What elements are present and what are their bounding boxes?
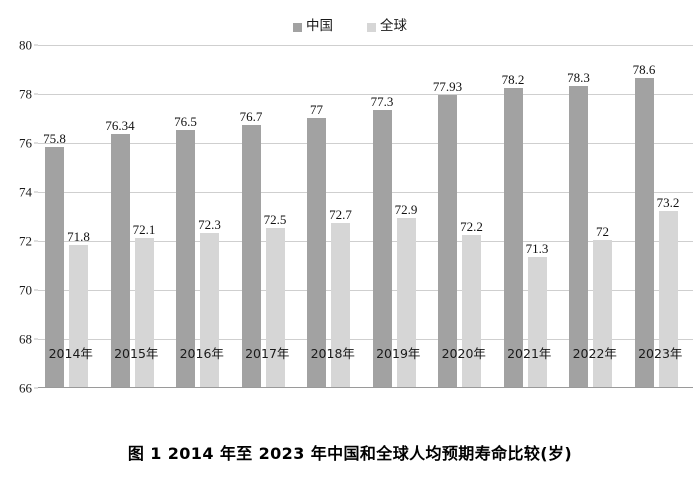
gridline	[38, 241, 693, 242]
bar-value-label: 71.8	[67, 228, 90, 244]
x-axis-line	[38, 387, 693, 388]
legend-label: 中国	[306, 18, 333, 35]
bar-china[interactable]: 78.6	[633, 63, 655, 387]
bar-value-label: 78.2	[501, 72, 525, 88]
y-axis-tick-label: 72	[19, 233, 32, 249]
bar-group: 75.8 71.8	[38, 44, 104, 387]
bar-value-label: 76.5	[174, 113, 197, 129]
x-axis-tick-label: 2021年	[507, 346, 552, 361]
y-axis-tick-mark	[34, 44, 38, 46]
bar-group: 77 72.7	[300, 44, 366, 387]
bar-group: 77.93 72.2	[431, 44, 497, 387]
y-axis-tick-mark	[34, 142, 38, 144]
bar-value-label: 76.34	[105, 117, 135, 133]
bar-global[interactable]: 72.5	[264, 213, 286, 387]
bar-global[interactable]: 72	[593, 225, 612, 387]
bar-value-label: 72.7	[329, 206, 352, 222]
bar-global[interactable]: 72.7	[329, 208, 352, 387]
gridline	[38, 94, 693, 95]
bar-value-label: 72	[596, 224, 609, 239]
chart-legend: 中国 全球	[0, 16, 700, 38]
bar-value-label: 72.9	[394, 201, 418, 217]
bar-china[interactable]: 78.3	[567, 71, 590, 387]
bar-group: 77.3 72.9	[366, 44, 432, 387]
bar-group: 78.6 73.2	[628, 44, 694, 387]
bar-global[interactable]: 71.8	[67, 230, 90, 387]
bar-global[interactable]: 72.2	[460, 220, 483, 387]
x-axis: 2014年 2015年 2016年 2017年 2018年 2019年 2020年 2021年…	[38, 346, 693, 372]
bar-group: 76.5 72.3	[169, 44, 235, 387]
x-axis-tick-label: 2019年	[376, 346, 421, 361]
y-axis-tick-mark	[34, 240, 38, 242]
x-axis-tick-label: 2022年	[572, 346, 617, 361]
y-axis: 66 68 70 72 74 76 78 80	[0, 39, 38, 395]
bar-value-label: 75.8	[43, 130, 66, 146]
bar-value-label: 73.2	[656, 194, 680, 210]
bar-value-label: 78.3	[567, 69, 590, 85]
figure-caption: 图 1 2014 年至 2023 年中国和全球人均预期寿命比较(岁)	[127, 444, 573, 463]
y-axis-tick-label: 74	[19, 184, 32, 200]
bar-global[interactable]: 72.9	[395, 203, 417, 387]
y-axis-tick-label: 78	[19, 86, 32, 102]
bar-value-label: 77.3	[370, 94, 394, 110]
bar-china[interactable]: 77.93	[433, 80, 462, 387]
y-axis-tick-label: 70	[19, 282, 32, 298]
bar-china[interactable]: 77	[307, 103, 326, 387]
square-marker-icon	[293, 22, 302, 32]
bar-china[interactable]: 75.8	[43, 132, 66, 387]
y-axis-tick-label: 68	[19, 331, 32, 347]
bar-value-label: 78.6	[632, 62, 656, 78]
bar-value-label: 76.7	[239, 108, 263, 124]
x-axis-tick-label: 2015年	[114, 346, 159, 361]
bar-china[interactable]: 76.34	[105, 119, 135, 387]
bar-group: 78.3 72	[562, 44, 628, 387]
bar-global[interactable]: 73.2	[657, 196, 679, 387]
gridline	[38, 45, 693, 46]
square-marker-icon	[367, 22, 376, 32]
x-axis-tick-label: 2016年	[179, 346, 224, 361]
bar-value-label: 72.1	[132, 221, 156, 237]
bar-value-label: 72.5	[263, 211, 287, 227]
x-axis-tick-label: 2023年	[638, 346, 683, 361]
bar-group: 78.2 71.3	[497, 44, 563, 387]
bar-china[interactable]: 76.7	[240, 110, 262, 387]
bar-group: 76.7 72.5	[235, 44, 301, 387]
gridline	[38, 143, 693, 144]
bar-value-label: 71.3	[525, 241, 549, 257]
bar-value-label: 72.2	[460, 219, 483, 235]
bar-china[interactable]: 77.3	[371, 95, 393, 387]
x-axis-tick-label: 2020年	[441, 346, 486, 361]
y-axis-tick-mark	[34, 338, 38, 340]
y-axis-tick-mark	[34, 289, 38, 291]
gridline	[38, 192, 693, 193]
y-axis-tick-mark	[34, 387, 38, 389]
bar-group: 76.34 72.1	[104, 44, 170, 387]
y-axis-tick-mark	[34, 93, 38, 95]
plot-wrapper: 66 68 70 72 74 76 78 80 75.8 71.8 76.34 72.1 76.5 72…	[0, 39, 700, 395]
bar-global[interactable]: 72.3	[198, 218, 221, 387]
bar-global[interactable]: 72.1	[133, 223, 155, 387]
x-axis-tick-label: 2018年	[310, 346, 355, 361]
y-axis-tick-label: 66	[19, 380, 32, 396]
gridline	[38, 290, 693, 291]
legend-entry[interactable]: 全球	[367, 20, 407, 34]
y-axis-tick-label: 76	[19, 135, 32, 151]
bar-global[interactable]: 71.3	[526, 242, 548, 387]
x-axis-tick-label: 2014年	[48, 346, 93, 361]
plot-area: 75.8 71.8 76.34 72.1 76.5 72.3 76.7 72.5 77 72.7 7…	[38, 44, 693, 388]
x-axis-tick-label: 2017年	[245, 346, 290, 361]
y-axis-tick-mark	[34, 191, 38, 193]
y-axis-tick-label: 80	[19, 37, 32, 53]
bar-china[interactable]: 76.5	[174, 115, 197, 387]
legend-entry[interactable]: 中国	[293, 20, 333, 34]
bar-value-label: 72.3	[198, 216, 221, 232]
legend-label: 全球	[380, 18, 407, 35]
gridline	[38, 339, 693, 340]
bar-china[interactable]: 78.2	[502, 73, 524, 387]
bar-value-label: 77	[310, 101, 323, 117]
bar-value-label: 77.93	[432, 78, 463, 94]
